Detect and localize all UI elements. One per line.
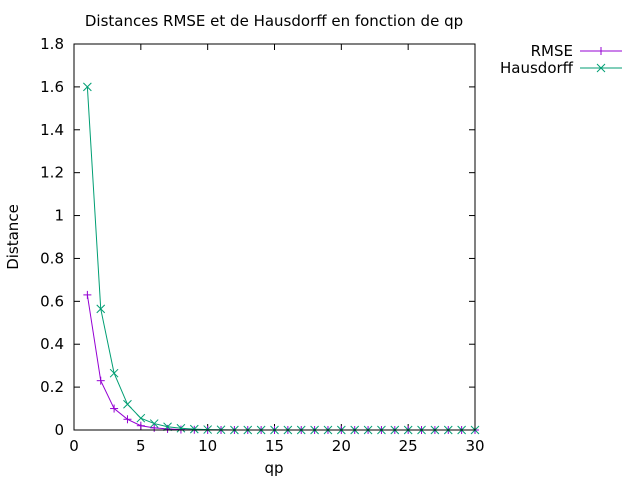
plot-frame	[73, 43, 476, 431]
y-tick-label: 1.2	[40, 164, 64, 182]
hausdorff-point	[109, 368, 119, 378]
y-tick-label: 1.8	[40, 35, 64, 53]
rmse-point	[136, 421, 145, 430]
y-tick-label: 1.4	[40, 121, 64, 139]
hausdorff-point	[189, 424, 199, 434]
x-axis-label: qp	[264, 459, 283, 477]
x-tick-label: 10	[198, 437, 217, 455]
tick-layer: 0 5 10 15 20 25 30 0 0.2 0.4 0.6 0.8 1 1.2 1.4 1.6 1.8	[40, 35, 484, 455]
hausdorff-series-line	[86, 86, 475, 431]
legend-label-hausdorff: Hausdorff	[500, 59, 574, 77]
x-tick-label: 5	[136, 437, 146, 455]
hausdorff-point	[96, 304, 106, 314]
y-tick-label: 0.4	[40, 335, 64, 353]
series-layer	[83, 82, 480, 435]
y-tick-label: 0.2	[40, 378, 64, 396]
hausdorff-point	[123, 399, 132, 409]
series-rmse	[83, 290, 479, 434]
hausdorff-point	[163, 422, 172, 432]
x-tick-label: 0	[69, 437, 79, 455]
chart-title: Distances RMSE et de Hausdorff en foncti…	[85, 12, 463, 30]
y-tick-label: 1	[54, 207, 64, 225]
y-tick-label: 1.6	[40, 78, 64, 96]
rmse-point	[150, 423, 159, 432]
legend-marker-hausdorff	[596, 63, 606, 73]
hausdorff-point	[149, 419, 159, 428]
rmse-point	[96, 376, 105, 385]
y-tick-label: 0.6	[40, 292, 64, 310]
y-axis-label: Distance	[4, 204, 22, 270]
y-tick-label: 0	[54, 421, 64, 439]
x-tick-label: 30	[465, 437, 484, 455]
x-tick-label: 15	[265, 437, 284, 455]
x-tick-label: 25	[399, 437, 418, 455]
y-tick-label: 0.8	[40, 249, 64, 267]
x-tick-label: 20	[332, 437, 351, 455]
rmse-point	[83, 290, 92, 299]
legend-label-rmse: RMSE	[531, 42, 573, 60]
hausdorff-point	[176, 423, 186, 433]
series-hausdorff	[83, 82, 480, 435]
legend-marker-rmse	[597, 47, 605, 55]
hausdorff-point	[136, 413, 146, 423]
hausdorff-point	[83, 82, 92, 92]
rmse-point	[123, 415, 132, 424]
rmse-series-line	[86, 294, 475, 431]
rmse-point	[110, 404, 119, 413]
